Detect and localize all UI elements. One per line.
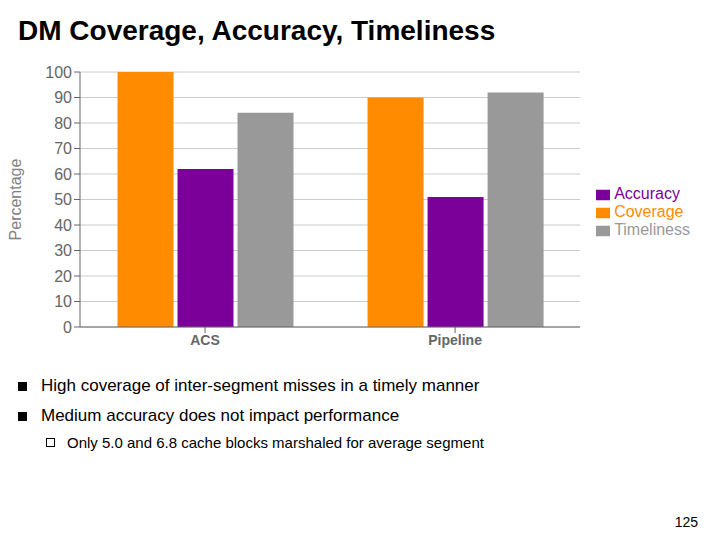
- svg-text:20: 20: [54, 268, 72, 285]
- html-text:DM Coverage, Accuracy, Timelin: DM Coverage, Accuracy, Timeliness: [18, 15, 496, 46]
- html-text:Timeliness: Timeliness: [614, 221, 690, 238]
- html-text:Coverage: Coverage: [614, 203, 684, 220]
- svg-text:30: 30: [54, 242, 72, 259]
- svg-text:0: 0: [63, 319, 72, 336]
- svg-text:10: 10: [54, 293, 72, 310]
- svg-text:40: 40: [54, 217, 72, 234]
- html-text:Medium accuracy does not impac: Medium accuracy does not impact performa…: [41, 406, 400, 425]
- html-text:Only 5.0 and 6.8 cache blocks: Only 5.0 and 6.8 cache blocks marshaled …: [67, 434, 484, 451]
- svg-text:60: 60: [54, 166, 72, 183]
- svg-text:50: 50: [54, 191, 72, 208]
- svg-text:ACS: ACS: [190, 332, 220, 348]
- svg-text:80: 80: [54, 115, 72, 132]
- svg-text:70: 70: [54, 140, 72, 157]
- html-text:125: 125: [674, 514, 698, 530]
- html-text:High coverage of inter-segment: High coverage of inter-segment misses in…: [41, 376, 480, 395]
- html-text:Accuracy: Accuracy: [614, 185, 680, 202]
- svg-text:100: 100: [45, 64, 72, 81]
- svg-text:Pipeline: Pipeline: [428, 332, 482, 348]
- svg-text:90: 90: [54, 89, 72, 106]
- svg-text:Percentage: Percentage: [8, 158, 24, 240]
